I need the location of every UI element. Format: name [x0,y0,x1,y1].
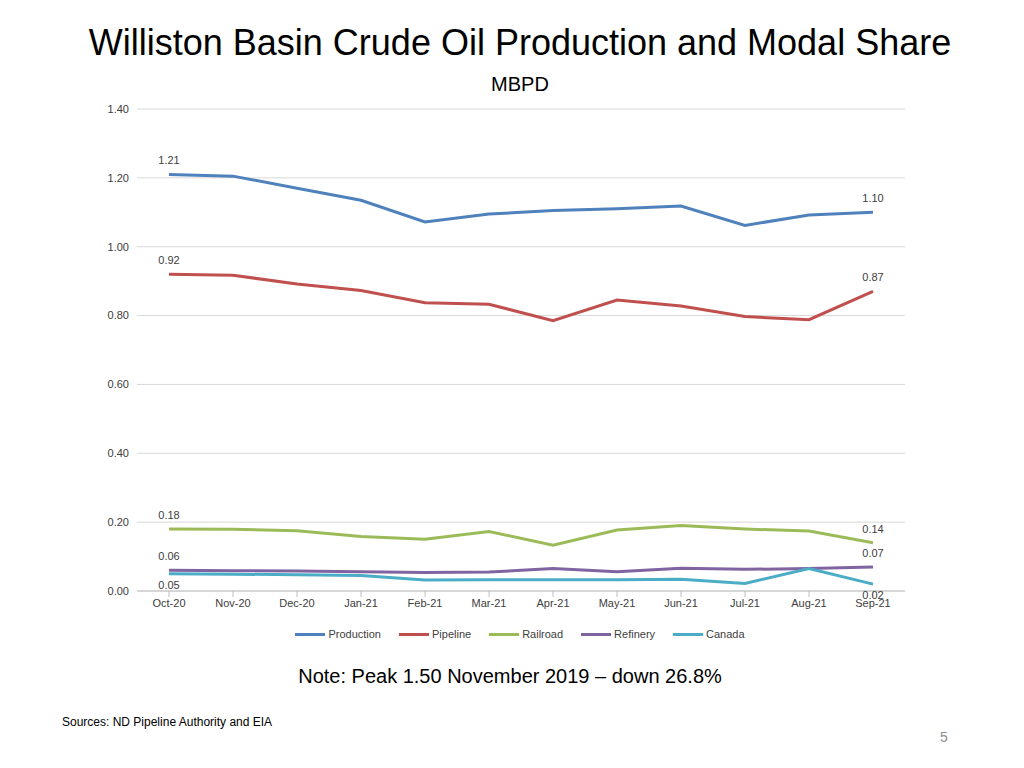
svg-text:Jul-21: Jul-21 [730,597,760,609]
html-text:5: 5 [940,729,948,745]
svg-text:Dec-20: Dec-20 [279,597,314,609]
html-text:Railroad: Railroad [522,628,564,640]
html-text:Refinery: Refinery [614,628,656,640]
svg-text:1.20: 1.20 [108,172,129,184]
svg-text:1.10: 1.10 [862,192,883,204]
svg-text:0.20: 0.20 [108,516,129,528]
html-text:Pipeline: Pipeline [432,628,472,640]
svg-text:0.80: 0.80 [108,309,129,321]
svg-text:Mar-21: Mar-21 [472,597,507,609]
svg-text:Sep-21: Sep-21 [855,596,891,609]
html-text:MBPD: MBPD [491,73,549,95]
svg-text:0.14: 0.14 [862,523,883,535]
svg-text:May-21: May-21 [599,597,636,609]
html-text:Canada: Canada [706,628,745,640]
html-text:Williston Basin Crude Oil Prod: Williston Basin Crude Oil Production and… [88,22,952,63]
svg-text:0.60: 0.60 [108,378,129,390]
svg-text:1.40: 1.40 [108,103,129,115]
svg-text:0.05: 0.05 [158,579,179,591]
svg-text:Nov-20: Nov-20 [215,597,250,609]
svg-text:1.00: 1.00 [108,241,129,253]
html-text:Note: Peak 1.50 November 2019: Note: Peak 1.50 November 2019 – down 26.… [298,665,722,687]
svg-text:0.18: 0.18 [158,509,179,521]
html-text:Sources: ND Pipeline Authority: Sources: ND Pipeline Authority and EIA [62,715,273,729]
html-text:Production: Production [328,628,381,640]
svg-text:Aug-21: Aug-21 [791,597,826,609]
svg-text:0.07: 0.07 [862,547,883,559]
svg-text:Jan-21: Jan-21 [344,597,378,609]
svg-text:Oct-20: Oct-20 [152,597,185,609]
svg-text:Jun-21: Jun-21 [664,597,698,609]
svg-text:0.87: 0.87 [862,271,883,283]
svg-text:0.02: 0.02 [862,589,883,601]
svg-text:0.00: 0.00 [108,585,129,597]
svg-text:Feb-21: Feb-21 [408,597,443,609]
svg-text:1.21: 1.21 [158,154,179,166]
svg-text:0.06: 0.06 [158,550,179,562]
svg-text:Apr-21: Apr-21 [536,597,569,609]
svg-text:0.92: 0.92 [158,254,179,266]
svg-text:0.40: 0.40 [108,447,129,459]
